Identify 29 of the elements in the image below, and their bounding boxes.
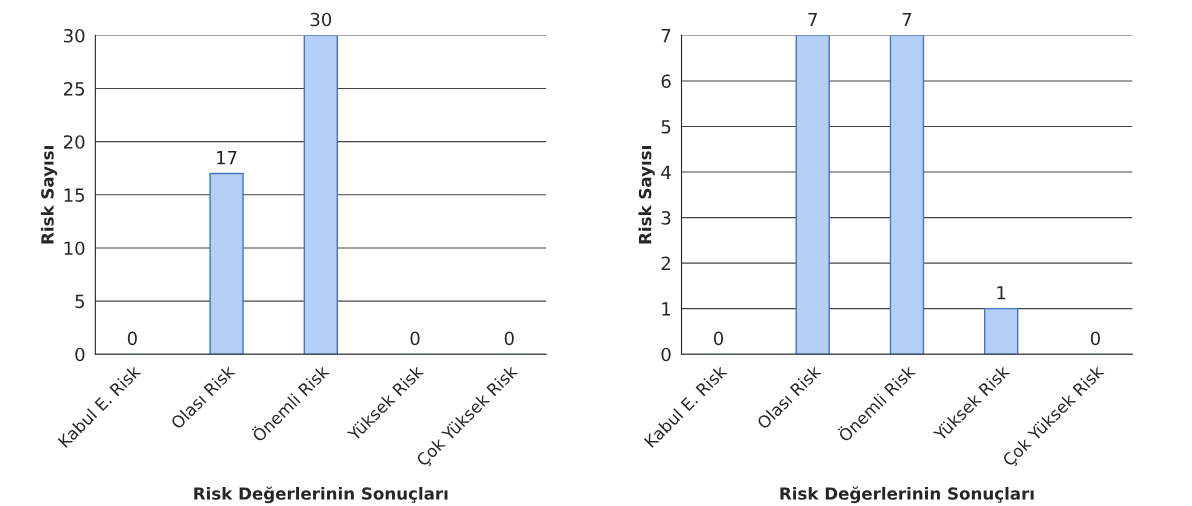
x-axis-title: Risk Değerlerinin Sonuçları (194, 486, 448, 504)
y-tick-label: 2 (661, 256, 670, 270)
y-tick-label: 0 (75, 347, 85, 362)
data-label: 0 (504, 331, 514, 346)
data-label: 0 (1090, 331, 1100, 346)
x-axis-title: Risk Değerlerinin Sonuçları (780, 486, 1034, 504)
y-tick-label: 7 (661, 29, 671, 43)
y-axis-title: Risk Sayısı (40, 146, 58, 244)
y-tick-label: 5 (661, 120, 671, 134)
y-tick-label: 3 (661, 211, 671, 225)
data-label: 30 (310, 12, 332, 27)
y-axis-title: Risk Sayısı (638, 146, 655, 244)
y-tick-label: 5 (75, 294, 85, 309)
data-label: 1 (997, 286, 1006, 300)
data-label: 0 (410, 331, 420, 346)
y-tick-label: 6 (661, 74, 671, 89)
y-tick-label: 1 (662, 302, 671, 316)
y-tick-label: 4 (661, 165, 671, 179)
data-label: 7 (808, 12, 817, 27)
y-tick-label: 15 (64, 188, 85, 202)
data-label: 17 (217, 151, 237, 165)
y-tick-label: 10 (64, 241, 85, 256)
y-tick-label: 25 (63, 82, 85, 96)
data-label: 7 (902, 12, 912, 27)
y-tick-label: 0 (661, 347, 671, 362)
y-tick-label: 20 (63, 135, 85, 149)
data-label: 0 (713, 331, 724, 346)
y-tick-label: 30 (64, 28, 85, 43)
data-label: 0 (127, 331, 137, 346)
